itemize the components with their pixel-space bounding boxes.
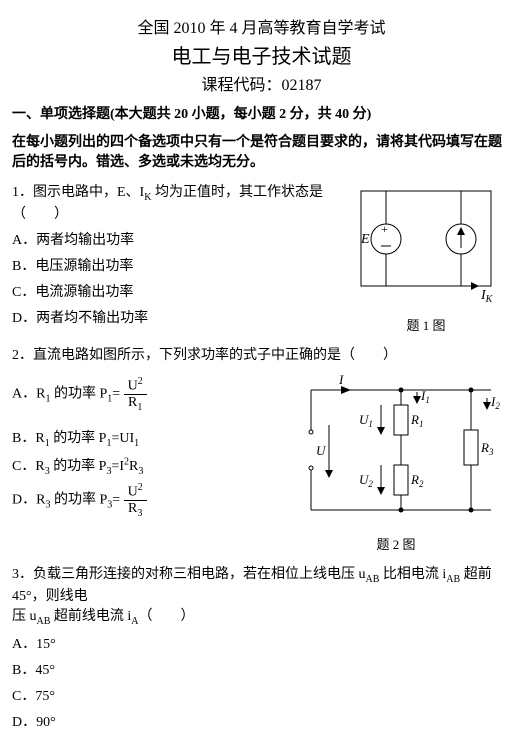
q2-optA: A．R1 的功率 P1= U2R1 (12, 376, 281, 413)
svg-text:R1: R1 (410, 412, 423, 429)
svg-text:I1: I1 (420, 388, 430, 405)
course-code: 课程代码：02187 (12, 71, 511, 95)
q1-E-label: E (360, 232, 370, 247)
q1-stem: 1．图示电路中，E、IK 均为正值时，其工作状态是（ ） (12, 181, 341, 223)
svg-text:U: U (316, 443, 327, 458)
q2-fig-caption: 题 2 图 (281, 534, 511, 553)
svg-text:R3: R3 (480, 440, 494, 457)
section1-instruction: 在每小题列出的四个备选项中只有一个是符合题目要求的，请将其代码填写在题后的括号内… (12, 131, 511, 171)
section1-heading: 一、单项选择题(本大题共 20 小题，每小题 2 分，共 40 分) (12, 103, 511, 123)
exam-header-line1: 全国 2010 年 4 月高等教育自学考试 (12, 14, 511, 38)
q3-optA: A．15° (12, 633, 511, 653)
q1-plus: + (381, 222, 388, 236)
q1-optC: C．电流源输出功率 (12, 281, 341, 301)
q3-optD: D．90° (12, 711, 511, 731)
question-3: 3．负载三角形连接的对称三相电路，若在相位上线电压 uAB 比相电流 iAB 超… (12, 563, 511, 731)
q1-optA: A．两者均输出功率 (12, 229, 341, 249)
q3-stem-line2: 压 uAB 超前线电流 iA（ ） (12, 605, 511, 627)
q3-optB: B．45° (12, 659, 511, 679)
q2-optB: B．R1 的功率 P1=UI1 (12, 427, 281, 449)
svg-text:I2: I2 (490, 394, 500, 411)
question-2: 2．直流电路如图所示，下列求功率的式子中正确的是（ ） A．R1 的功率 P1=… (12, 344, 511, 553)
q1-Ik-label: IK (480, 288, 494, 305)
q3-optC: C．75° (12, 685, 511, 705)
q2-optC: C．R3 的功率 P3=I2R3 (12, 455, 281, 477)
q1-figure: + E IK (341, 181, 511, 311)
q1-optB: B．电压源输出功率 (12, 255, 341, 275)
exam-title: 电工与电子技术试题 (12, 40, 511, 69)
q2-figure: I U I1 U1 (281, 370, 511, 530)
svg-text:R2: R2 (410, 472, 424, 489)
q2-optD: D．R3 的功率 P3= U2R3 (12, 482, 281, 519)
q3-stem-line1: 3．负载三角形连接的对称三相电路，若在相位上线电压 uAB 比相电流 iAB 超… (12, 563, 511, 605)
svg-text:U2: U2 (359, 472, 373, 489)
svg-text:U1: U1 (359, 412, 373, 429)
q2-stem: 2．直流电路如图所示，下列求功率的式子中正确的是（ ） (12, 344, 511, 364)
q1-fig-caption: 题 1 图 (341, 315, 511, 334)
question-1: 1．图示电路中，E、IK 均为正值时，其工作状态是（ ） A．两者均输出功率 B… (12, 181, 511, 334)
q1-optD: D．两者均不输出功率 (12, 307, 341, 327)
svg-text:I: I (338, 372, 344, 387)
